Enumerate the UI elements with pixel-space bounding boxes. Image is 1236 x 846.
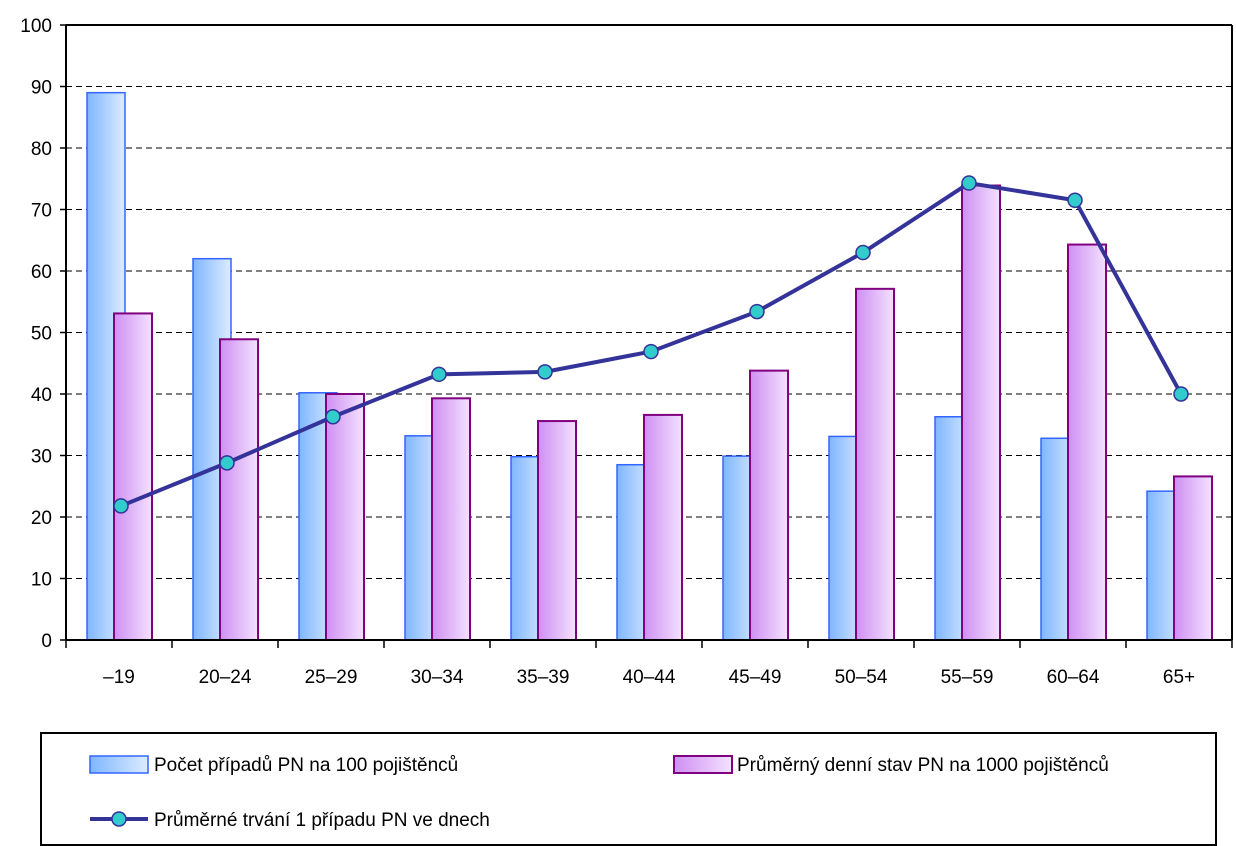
axes bbox=[60, 24, 1233, 648]
x-tick-label: 45–49 bbox=[729, 667, 782, 688]
bar-prumerny-denni-stav bbox=[113, 312, 153, 641]
legend-box bbox=[40, 732, 1217, 846]
line-point-prumerne-trvani bbox=[1173, 386, 1189, 402]
line-point-prumerne-trvani bbox=[325, 409, 341, 425]
legend-label-prumerne-trvani: Průměrné trvání 1 případu PN ve dnech bbox=[154, 810, 490, 831]
line-point-prumerne-trvani bbox=[749, 303, 765, 320]
x-tick-label: 40–44 bbox=[623, 667, 676, 688]
legend-swatch-prumerny-denni-stav bbox=[673, 755, 733, 774]
y-tick-label: 80 bbox=[31, 139, 52, 160]
x-tick-label: 55–59 bbox=[941, 667, 994, 688]
bars bbox=[86, 91, 1213, 641]
y-tick-label: 10 bbox=[31, 570, 52, 591]
x-tick-label: 20–24 bbox=[199, 667, 252, 688]
x-tick-label: 35–39 bbox=[517, 667, 570, 688]
line-point-prumerne-trvani bbox=[219, 455, 235, 471]
x-tick-label: –19 bbox=[103, 667, 135, 688]
x-tick-label: 50–54 bbox=[835, 667, 888, 688]
y-tick-label: 0 bbox=[41, 631, 52, 652]
legend-label-pocet-pripadu: Počet případů PN na 100 pojištěnců bbox=[154, 755, 458, 776]
y-tick-label: 40 bbox=[31, 385, 52, 406]
bar-prumerny-denni-stav bbox=[325, 393, 365, 641]
y-tick-label: 60 bbox=[31, 262, 52, 283]
line-point-prumerne-trvani bbox=[431, 366, 447, 383]
legend-swatch-marker bbox=[111, 811, 127, 827]
y-tick-label: 70 bbox=[31, 201, 52, 222]
legend: Počet případů PN na 100 pojištěnců Průměr… bbox=[40, 732, 1217, 846]
x-tick-label: 25–29 bbox=[305, 667, 358, 688]
bar-prumerny-denni-stav bbox=[643, 413, 683, 641]
x-tick-label: 60–64 bbox=[1047, 667, 1100, 688]
line-point-prumerne-trvani bbox=[643, 343, 659, 360]
bar-prumerny-denni-stav bbox=[749, 369, 789, 641]
x-tick-label: 30–34 bbox=[411, 667, 464, 688]
line-point-prumerne-trvani bbox=[113, 498, 129, 514]
line-series bbox=[113, 175, 1189, 514]
line-point-prumerne-trvani bbox=[855, 244, 871, 261]
gridlines bbox=[66, 86, 1232, 579]
bar-prumerny-denni-stav bbox=[1173, 475, 1213, 641]
legend-label-prumerny-denni-stav: Průměrný denní stav PN na 1000 pojištěnc… bbox=[737, 755, 1109, 776]
bar-prumerny-denni-stav bbox=[537, 420, 577, 641]
y-tick-label: 30 bbox=[31, 447, 52, 468]
tick-labels: 0 10 20 30 40 50 60 70 80 90 100 –19 20–24 25–29 30–34… bbox=[20, 16, 1195, 688]
bar-prumerny-denni-stav bbox=[961, 184, 1001, 641]
bar-prumerny-denni-stav bbox=[431, 397, 471, 641]
bar-prumerny-denni-stav bbox=[855, 287, 895, 641]
line-point-prumerne-trvani bbox=[961, 175, 977, 191]
y-tick-label: 50 bbox=[31, 324, 52, 345]
bar-prumerny-denni-stav bbox=[219, 338, 259, 641]
legend-swatch-pocet-pripadu bbox=[89, 755, 149, 774]
y-tick-label: 20 bbox=[31, 508, 52, 529]
y-tick-label: 100 bbox=[20, 16, 52, 37]
y-tick-label: 90 bbox=[31, 78, 52, 99]
line-point-prumerne-trvani bbox=[537, 364, 553, 380]
bar-prumerny-denni-stav bbox=[1067, 243, 1107, 641]
line-point-prumerne-trvani bbox=[1067, 192, 1083, 209]
x-tick-label: 65+ bbox=[1163, 667, 1195, 688]
